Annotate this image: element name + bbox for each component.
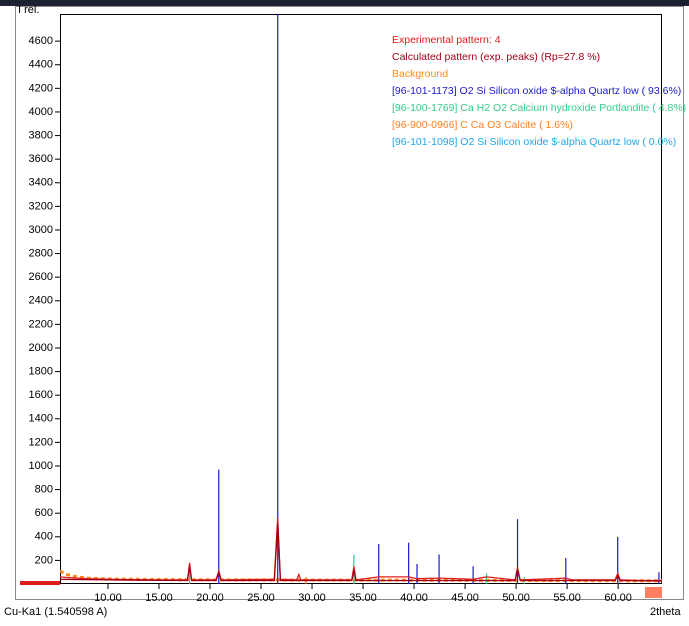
- y-tick-label: 400: [35, 531, 53, 543]
- y-tick-label: 3800: [29, 129, 53, 141]
- y-tick-label: 4000: [29, 106, 53, 118]
- y-tick-label: 1600: [29, 389, 53, 401]
- x-tick-label: 50.00: [502, 592, 530, 604]
- legend-entry: [96-100-1769] Ca H2 O2 Calcium hydroxide…: [392, 102, 686, 114]
- y-tick-label: 4600: [29, 35, 53, 47]
- footer: Cu-Ka1 (1.540598 A): [4, 606, 107, 618]
- y-tick-label: 3000: [29, 224, 53, 236]
- y-tick-label: 4400: [29, 59, 53, 71]
- y-tick-label: 2600: [29, 271, 53, 283]
- y-tick-label: 2800: [29, 247, 53, 259]
- x-axis-label: 2theta: [650, 606, 681, 618]
- y-tick-label: 800: [35, 483, 53, 495]
- x-tick-label: 25.00: [247, 592, 275, 604]
- plot: [60, 14, 662, 584]
- y-tick-label: 2000: [29, 342, 53, 354]
- x-tick-label: 40.00: [400, 592, 428, 604]
- y-tick-label: 2200: [29, 318, 53, 330]
- legend-entry: [96-101-1173] O2 Si Silicon oxide $-alph…: [392, 85, 681, 97]
- pattern-line: [60, 522, 662, 582]
- marker-box: [645, 587, 662, 598]
- y-tick-label: 3400: [29, 177, 53, 189]
- y-tick-label: 1000: [29, 460, 53, 472]
- y-tick-label: 2400: [29, 295, 53, 307]
- y-tick-label: 600: [35, 507, 53, 519]
- x-tick-label: 60.00: [604, 592, 632, 604]
- x-tick-label: 15.00: [145, 592, 173, 604]
- x-tick-label: 10.00: [94, 592, 122, 604]
- x-tick-label: 30.00: [298, 592, 326, 604]
- x-tick-label: 55.00: [553, 592, 581, 604]
- legend-entry: Experimental pattern: 4: [392, 34, 501, 46]
- y-tick-label: 1200: [29, 436, 53, 448]
- x-tick-label: 35.00: [349, 592, 377, 604]
- marker-bar: [20, 581, 60, 585]
- legend-entry: Calculated pattern (exp. peaks) (Rp=27.8…: [392, 51, 600, 63]
- x-tick-label: 45.00: [451, 592, 479, 604]
- top-strip: [0, 0, 689, 6]
- legend-entry: Background: [392, 68, 448, 80]
- y-tick-label: 1400: [29, 413, 53, 425]
- y-tick-label: 4200: [29, 82, 53, 94]
- y-tick-label: 3600: [29, 153, 53, 165]
- legend-entry: [96-101-1098] O2 Si Silicon oxide $-alph…: [392, 136, 676, 148]
- y-tick-label: 1800: [29, 365, 53, 377]
- legend-entry: [96-900-0966] C Ca O3 Calcite ( 1.6%): [392, 119, 573, 131]
- y-axis-label: I rel.: [18, 4, 39, 16]
- x-tick-label: 20.00: [196, 592, 224, 604]
- y-tick-label: 3200: [29, 200, 53, 212]
- plot-area: [60, 14, 662, 584]
- y-tick-label: 200: [35, 554, 53, 566]
